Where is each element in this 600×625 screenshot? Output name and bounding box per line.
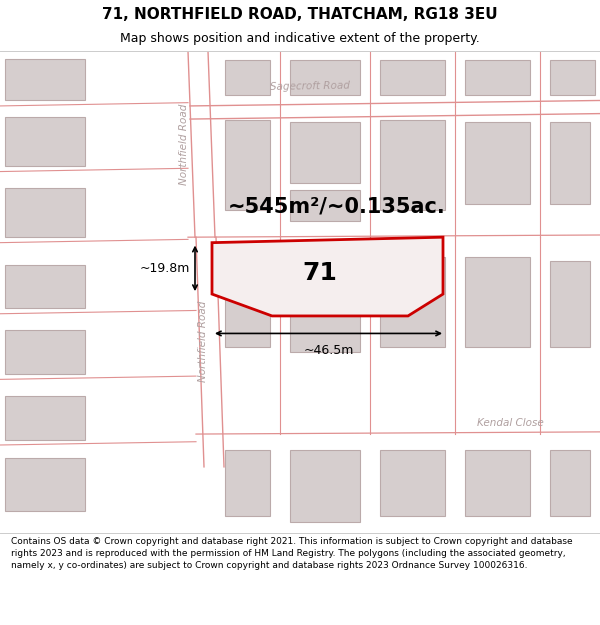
Bar [550,451,590,516]
Text: Sagecroft Road: Sagecroft Road [270,81,350,92]
Text: ~19.8m: ~19.8m [140,262,190,275]
Bar [465,257,530,346]
Bar [225,60,270,95]
Bar [290,60,360,95]
Bar [5,396,85,439]
Text: ~46.5m: ~46.5m [304,344,353,357]
Bar [5,458,85,511]
Bar [225,451,270,516]
Bar [550,60,595,95]
Bar [5,117,85,166]
Bar [290,190,360,221]
Bar [290,256,360,352]
Text: Northfield Road: Northfield Road [198,301,208,382]
Bar [465,451,530,516]
Bar [380,120,445,210]
Text: Northfield Road: Northfield Road [179,104,189,185]
Bar [550,261,590,346]
Text: 71: 71 [302,261,337,285]
Polygon shape [212,237,443,316]
Bar [465,122,530,204]
Bar [290,122,360,182]
Text: 71, NORTHFIELD ROAD, THATCHAM, RG18 3EU: 71, NORTHFIELD ROAD, THATCHAM, RG18 3EU [102,7,498,22]
Bar [5,330,85,374]
Bar [550,122,590,204]
Bar [290,451,360,521]
Text: ~545m²/~0.135ac.: ~545m²/~0.135ac. [228,196,446,216]
Bar [380,451,445,516]
Bar [225,120,270,210]
Bar [380,60,445,95]
Text: Contains OS data © Crown copyright and database right 2021. This information is : Contains OS data © Crown copyright and d… [11,537,572,570]
Bar [380,257,445,346]
Bar [5,264,85,308]
Text: Kendal Close: Kendal Close [476,418,544,428]
Bar [5,59,85,101]
Bar [465,60,530,95]
Bar [5,188,85,237]
Text: Map shows position and indicative extent of the property.: Map shows position and indicative extent… [120,32,480,45]
Bar [225,257,270,346]
